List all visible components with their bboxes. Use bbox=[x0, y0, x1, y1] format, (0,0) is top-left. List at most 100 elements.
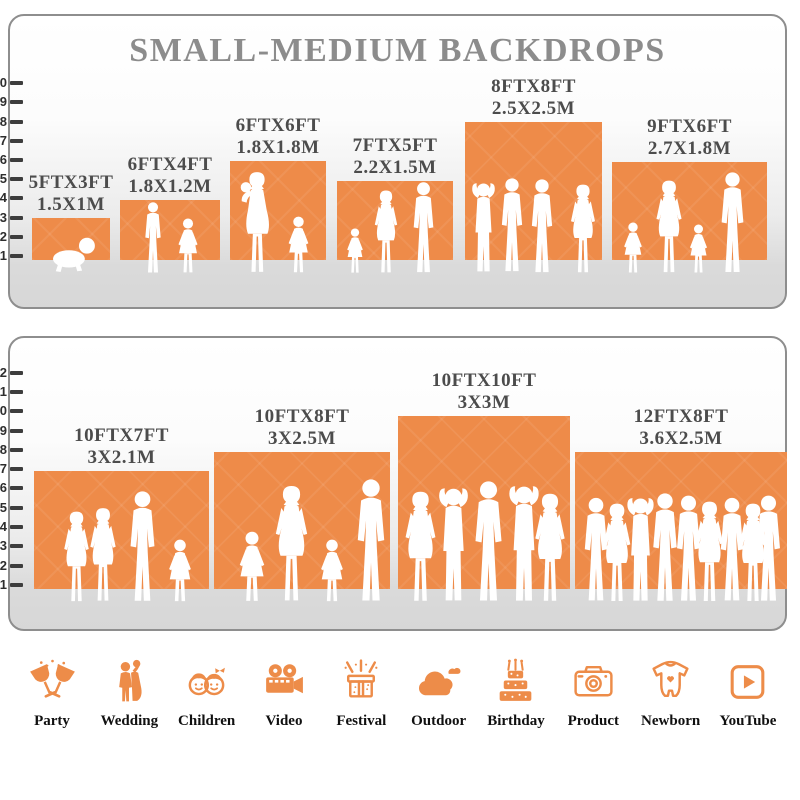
category-label: Children bbox=[178, 713, 236, 729]
ruler-number: 3 bbox=[0, 210, 7, 225]
backdrop-size-label: 7FTX5FT 2.2X1.5M bbox=[352, 135, 438, 178]
backdrop-bar-6ftx4ft bbox=[120, 200, 220, 260]
size-chart-panel-small-medium: SMALL-MEDIUM BACKDROPS 10 9 8 7 6 5 4 3 … bbox=[0, 14, 787, 309]
ruler-tick bbox=[10, 564, 23, 568]
ruler-number: 8 bbox=[0, 442, 7, 457]
backdrop-bar-6ftx6ft bbox=[230, 161, 326, 260]
youtube-icon bbox=[731, 665, 765, 699]
ruler-tick bbox=[10, 390, 23, 394]
people-silhouette-group-adults bbox=[405, 481, 565, 601]
ruler-tick bbox=[10, 216, 23, 220]
backdrop-size-label: 9FTX6FT 2.7X1.8M bbox=[647, 116, 732, 159]
festival-icon bbox=[344, 659, 378, 698]
ruler-number: 9 bbox=[0, 423, 7, 438]
category-label: Wedding bbox=[100, 713, 159, 729]
ruler-tick bbox=[10, 506, 23, 510]
people-silhouette-mother-and-girl bbox=[240, 172, 309, 273]
backdrop-size-label: 5FTX3FT 1.5X1M bbox=[28, 172, 114, 215]
ruler-tick bbox=[10, 120, 23, 124]
ruler-number: 6 bbox=[0, 152, 7, 167]
backdrop-size-label: 6FTX4FT 1.8X1.2M bbox=[127, 154, 213, 197]
category-outdoor: Outdoor bbox=[403, 656, 475, 730]
party-icon bbox=[29, 659, 75, 698]
people-silhouette-family-four bbox=[239, 479, 385, 602]
ruler-number: 4 bbox=[0, 519, 7, 534]
category-label: Birthday bbox=[487, 713, 545, 729]
category-product: Product bbox=[557, 656, 629, 730]
ruler-tick bbox=[10, 235, 23, 239]
ruler-number: 4 bbox=[0, 190, 7, 205]
category-label: Video bbox=[265, 713, 303, 729]
category-label: YouTube bbox=[719, 713, 777, 729]
people-silhouette-group-adults bbox=[472, 178, 595, 273]
category-party: Party bbox=[16, 656, 88, 730]
category-label: Party bbox=[34, 713, 70, 729]
ruler-tick bbox=[10, 196, 23, 200]
ruler-tick bbox=[10, 177, 23, 181]
ruler-number: 9 bbox=[0, 94, 7, 109]
ruler-number: 3 bbox=[0, 538, 7, 553]
ruler-number: 7 bbox=[0, 133, 7, 148]
backdrop-bar-10ftx7ft bbox=[34, 471, 209, 589]
ruler-number: 2 bbox=[0, 558, 7, 573]
category-label: Festival bbox=[336, 713, 387, 729]
ruler-tick bbox=[10, 100, 23, 104]
people-silhouette-family-four bbox=[64, 491, 191, 602]
category-label: Newborn bbox=[641, 713, 701, 729]
ruler-number: 5 bbox=[0, 171, 7, 186]
category-label: Outdoor bbox=[411, 713, 467, 729]
category-wedding: Wedding bbox=[93, 656, 165, 730]
video-icon bbox=[266, 664, 304, 694]
ruler-tick bbox=[10, 254, 23, 258]
outdoor-icon bbox=[419, 667, 461, 696]
category-festival: Festival bbox=[325, 656, 397, 730]
ruler-tick bbox=[10, 81, 23, 85]
newborn-icon bbox=[652, 660, 689, 698]
ruler-tick bbox=[10, 544, 23, 548]
category-row: Party Wedding Children bbox=[0, 656, 800, 730]
backdrop-size-label: 10FTX10FT 3X3M bbox=[431, 370, 537, 413]
category-children: Children bbox=[171, 656, 243, 730]
ruler-tick bbox=[10, 158, 23, 162]
ruler-tick bbox=[10, 448, 23, 452]
ruler-number: 12 bbox=[0, 365, 7, 380]
ruler-tick bbox=[10, 486, 23, 490]
ruler-tick bbox=[10, 371, 23, 375]
ruler-number: 10 bbox=[0, 75, 7, 90]
backdrop-size-label: 10FTX7FT 3X2.1M bbox=[74, 425, 169, 468]
category-youtube: YouTube bbox=[712, 656, 784, 730]
product-icon bbox=[574, 665, 613, 697]
ruler-tick bbox=[10, 139, 23, 143]
page-title: SMALL-MEDIUM BACKDROPS bbox=[129, 32, 666, 69]
ruler-tick bbox=[10, 467, 23, 471]
ruler-number: 7 bbox=[0, 461, 7, 476]
people-silhouette-family-four bbox=[624, 172, 744, 273]
people-silhouette-family-three bbox=[347, 182, 434, 273]
ruler-number: 11 bbox=[0, 384, 7, 399]
size-chart-panel-large: 12 11 10 9 8 7 6 5 4 3 2 1 10FTX7FT3X2.1… bbox=[0, 336, 787, 631]
birthday-icon bbox=[500, 658, 532, 701]
backdrop-size-label: 10FTX8FT 3X2.5M bbox=[254, 406, 350, 449]
category-video: Video bbox=[248, 656, 320, 730]
wedding-icon bbox=[119, 659, 142, 702]
ruler-number: 1 bbox=[0, 577, 7, 592]
ruler-number: 5 bbox=[0, 500, 7, 515]
ruler-number: 1 bbox=[0, 248, 7, 263]
backdrop-size-label: 6FTX6FT 1.8X1.8M bbox=[235, 115, 321, 158]
ruler-number: 2 bbox=[0, 229, 7, 244]
backdrop-size-label: 8FTX8FT 2.5X2.5M bbox=[491, 76, 576, 119]
people-silhouette-baby bbox=[53, 237, 95, 272]
category-birthday: Birthday bbox=[480, 656, 552, 730]
ruler-number: 6 bbox=[0, 480, 7, 495]
ruler-tick bbox=[10, 525, 23, 529]
ruler-tick bbox=[10, 583, 23, 587]
ruler-tick bbox=[10, 409, 23, 413]
people-silhouette-two-children bbox=[145, 202, 198, 273]
ruler-number: 10 bbox=[0, 403, 7, 418]
ruler-tick bbox=[10, 429, 23, 433]
children-icon bbox=[188, 667, 226, 696]
people-silhouette-crowd bbox=[584, 493, 780, 601]
ruler-number: 8 bbox=[0, 114, 7, 129]
category-label: Product bbox=[567, 713, 619, 729]
